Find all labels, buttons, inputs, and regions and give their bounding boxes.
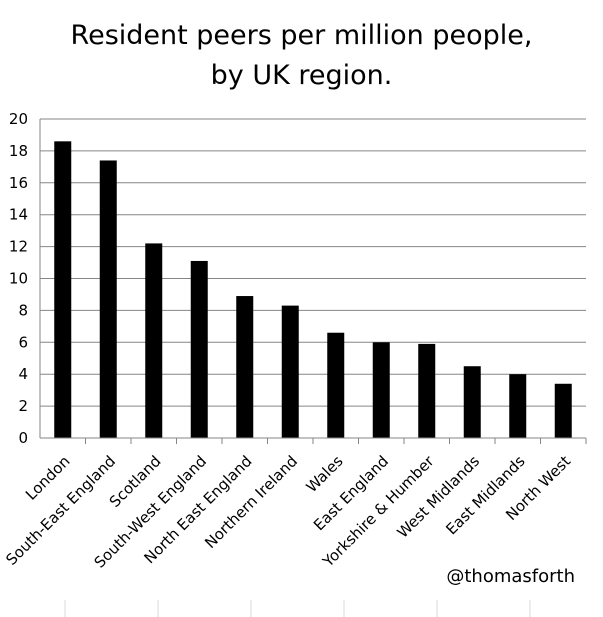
y-tick-label: 0 bbox=[18, 429, 28, 447]
bar bbox=[145, 243, 163, 438]
y-tick-label: 16 bbox=[9, 174, 28, 192]
y-tick-label: 4 bbox=[18, 365, 28, 383]
x-tick-label: East Midlands bbox=[442, 452, 528, 538]
y-tick-label: 20 bbox=[9, 110, 28, 128]
bar bbox=[54, 141, 72, 438]
y-tick-label: 12 bbox=[9, 238, 28, 256]
y-tick-label: 18 bbox=[9, 142, 28, 160]
bar bbox=[236, 296, 254, 438]
credit-handle: @thomasforth bbox=[446, 566, 575, 587]
bar bbox=[418, 343, 436, 438]
bar bbox=[190, 260, 208, 438]
x-tick-label: West Midlands bbox=[394, 452, 484, 542]
y-tick-label: 8 bbox=[18, 301, 28, 319]
y-tick-label: 6 bbox=[18, 333, 28, 351]
chart-title-line-1: Resident peers per million people, bbox=[70, 20, 533, 51]
bar bbox=[509, 374, 527, 438]
bar bbox=[554, 383, 572, 438]
bottom-divider-strip bbox=[64, 600, 531, 617]
y-tick-label: 14 bbox=[9, 206, 28, 224]
chart-title: Resident peers per million people, by UK… bbox=[0, 16, 603, 96]
y-tick-label: 2 bbox=[18, 397, 28, 415]
bar bbox=[463, 366, 481, 438]
chart-title-line-2: by UK region. bbox=[210, 60, 393, 91]
bar bbox=[281, 305, 299, 438]
x-tick-label: Wales bbox=[303, 452, 347, 496]
bar bbox=[327, 332, 345, 438]
bar bbox=[99, 160, 117, 438]
bar bbox=[372, 342, 390, 438]
y-tick-label: 10 bbox=[9, 270, 28, 288]
